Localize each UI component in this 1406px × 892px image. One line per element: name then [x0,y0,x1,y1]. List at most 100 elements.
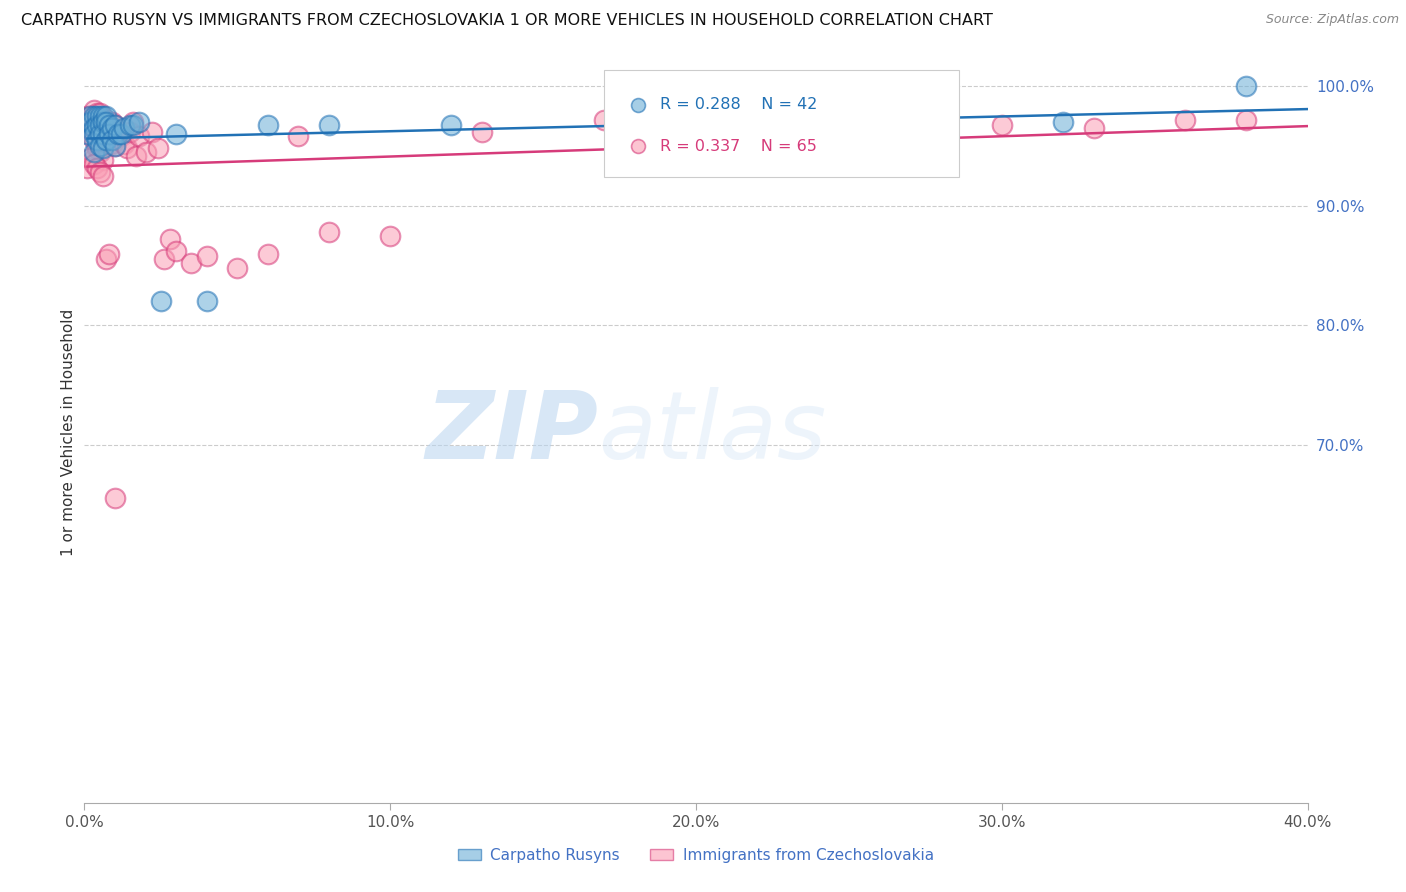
Point [122,115,145,129]
Point [83,121,105,136]
Point [101,133,124,147]
Legend: Carpatho Rusyns, Immigrants from Czechoslovakia: Carpatho Rusyns, Immigrants from Czechos… [453,842,939,869]
Point [94,133,117,147]
Point [91,125,114,139]
Point [685,121,707,136]
Point [107,125,129,139]
Point [91,115,114,129]
Point [898,112,921,127]
Point [122,118,145,132]
Point [101,115,124,129]
Point [107,127,129,141]
Point [94,115,117,129]
Point [1236,79,1258,94]
Point [76,109,98,123]
Point [76,127,98,141]
Point [79,151,101,165]
Point [104,118,127,132]
Point [91,141,114,155]
Point [97,118,120,132]
Point [89,165,111,179]
Point [165,127,187,141]
Point [89,129,111,144]
Text: Source: ZipAtlas.com: Source: ZipAtlas.com [1265,13,1399,27]
Point [120,125,142,139]
Point [226,260,249,275]
Point [89,105,111,120]
Text: CARPATHO RUSYN VS IMMIGRANTS FROM CZECHOSLOVAKIA 1 OR MORE VEHICLES IN HOUSEHOLD: CARPATHO RUSYN VS IMMIGRANTS FROM CZECHO… [21,13,993,29]
Point [110,127,132,141]
Point [1174,112,1197,127]
Point [257,118,280,132]
Point [97,127,120,141]
Point [86,109,108,123]
Point [195,249,218,263]
Point [89,145,111,159]
Point [89,115,111,129]
Point [149,294,172,309]
Point [83,109,105,123]
Point [94,133,117,147]
Point [97,136,120,151]
Point [86,161,108,175]
Point [83,127,105,141]
Y-axis label: 1 or more Vehicles in Household: 1 or more Vehicles in Household [60,309,76,557]
Point [125,148,148,162]
Point [94,112,117,127]
Point [91,127,114,141]
Point [86,133,108,147]
Point [807,118,830,132]
Point [94,252,117,267]
Text: R = 0.337    N = 65: R = 0.337 N = 65 [661,138,817,153]
Point [146,141,169,155]
Point [141,125,163,139]
Point [86,141,108,155]
Point [79,115,101,129]
Point [91,169,114,183]
Text: R = 0.288    N = 42: R = 0.288 N = 42 [661,97,818,112]
Point [76,161,98,175]
Text: ZIP: ZIP [425,386,598,479]
Point [195,294,218,309]
Point [104,139,127,153]
Point [153,252,176,267]
Point [89,127,111,141]
Point [83,157,105,171]
Point [380,228,402,243]
FancyBboxPatch shape [605,70,959,178]
Point [83,103,105,118]
Point [1236,112,1258,127]
Point [110,129,132,144]
Point [318,118,340,132]
Point [83,151,105,165]
Point [120,118,142,132]
Point [991,118,1014,132]
Point [440,118,463,132]
Point [89,139,111,153]
Point [104,139,127,153]
Point [112,136,135,151]
Point [91,112,114,127]
Point [91,139,114,153]
Point [97,118,120,132]
Point [104,491,127,506]
Point [1052,115,1074,129]
Point [79,109,101,123]
Point [89,118,111,132]
Point [101,136,124,151]
Point [83,145,105,159]
Point [112,121,135,136]
Point [257,246,280,260]
Point [593,112,616,127]
Point [97,246,120,260]
Point [83,133,105,147]
Point [318,225,340,239]
Point [180,256,202,270]
Point [471,125,494,139]
Point [86,118,108,132]
Point [135,145,157,159]
Point [86,121,108,136]
Point [128,129,150,144]
Point [79,109,101,123]
Point [94,109,117,123]
